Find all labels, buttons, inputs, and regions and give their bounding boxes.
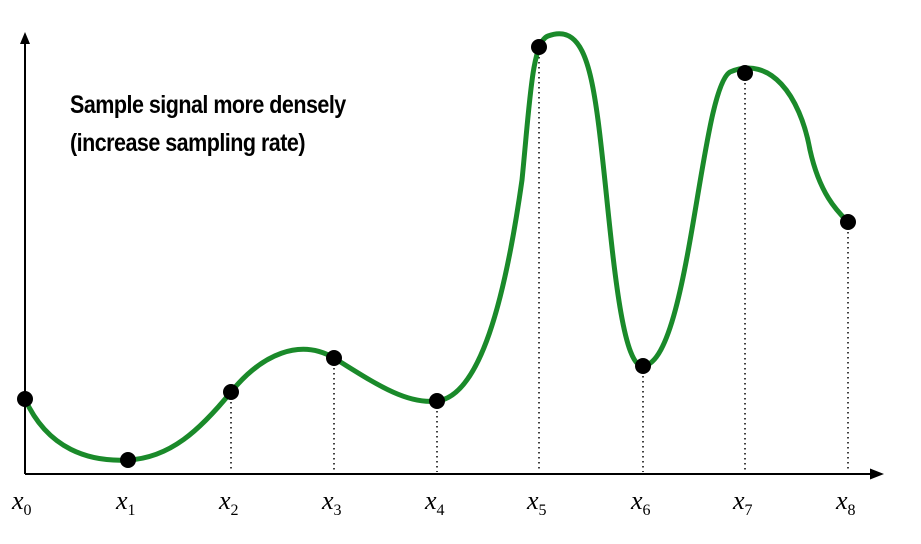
caption: Sample signal more densely (increase sam…: [70, 86, 346, 162]
sample-point: [223, 384, 239, 400]
sample-label-x1: x1: [115, 486, 136, 519]
sample-label-x8: x8: [835, 486, 856, 519]
sample-label-x6: x6: [630, 486, 651, 519]
sample-label-x7: x7: [732, 486, 753, 519]
sample-point: [840, 214, 856, 230]
sample-point: [326, 350, 342, 366]
caption-line-1: Sample signal more densely: [70, 91, 346, 119]
sample-point: [120, 452, 136, 468]
caption-line-2: (increase sampling rate): [70, 129, 305, 157]
sample-point: [429, 393, 445, 409]
sample-label-x2: x2: [218, 486, 239, 519]
sample-label-x4: x4: [424, 486, 445, 519]
sample-point: [635, 358, 651, 374]
sample-points: [17, 39, 856, 468]
sample-point: [17, 391, 33, 407]
sample-point: [531, 39, 547, 55]
y-axis-arrow: [20, 32, 30, 44]
sample-label-x3: x3: [321, 486, 342, 519]
sample-point: [737, 65, 753, 81]
sample-label-x0: x0: [11, 486, 32, 519]
sample-label-x5: x5: [526, 486, 547, 519]
sample-guides: [230, 47, 849, 472]
x-axis-arrow: [870, 468, 884, 480]
sample-labels: x0 x1 x2 x3 x4 x5 x6 x7 x8: [11, 486, 856, 519]
